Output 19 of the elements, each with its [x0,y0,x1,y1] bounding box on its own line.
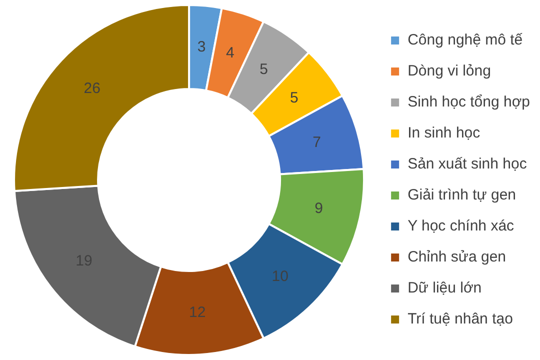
legend-label: Chỉnh sửa gen [408,248,506,266]
data-label: 4 [226,44,234,62]
data-label: 12 [189,304,206,321]
data-label: 9 [314,200,324,218]
data-label: 26 [84,80,100,98]
legend-label: Dữ liệu lớn [408,280,482,297]
data-label: 7 [312,134,321,152]
legend-label: Sản xuất sinh học [408,156,528,173]
legend-label: In sinh học [408,124,481,142]
legend-label: Sinh học tổng hợp [408,94,530,111]
legend-label: Dòng vi lỏng [408,62,491,80]
legend-label: Y học chính xác [408,218,515,235]
data-label: 5 [290,90,298,107]
legend-label: Trí tuệ nhân tạo [408,310,513,328]
data-label: 10 [272,268,288,286]
data-label: 3 [197,38,206,56]
data-label: 5 [260,61,268,78]
legend-label: Công nghệ mô tế [408,32,524,49]
legend-label: Giải trình tự gen [408,186,516,204]
